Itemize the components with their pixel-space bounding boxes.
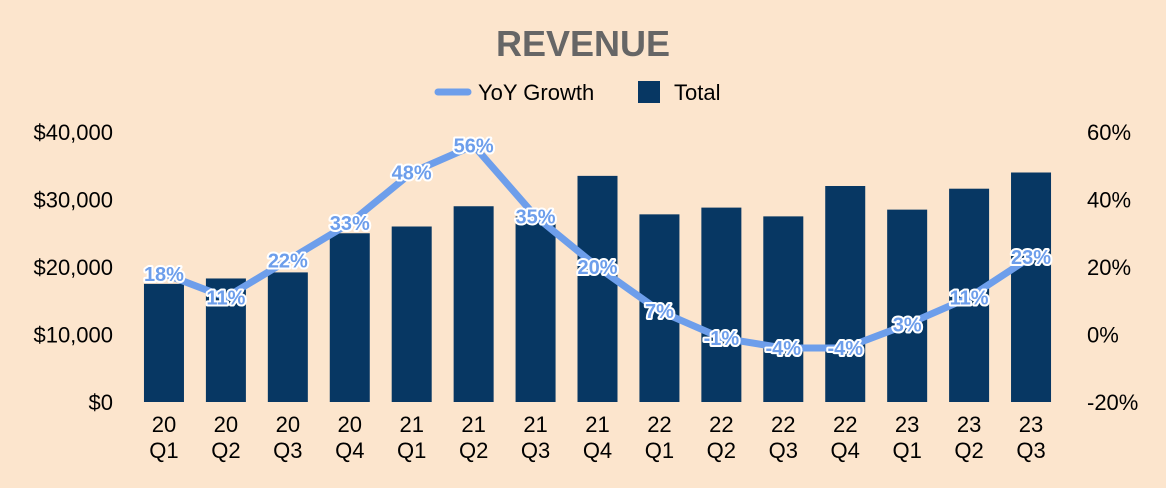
data-label: 22% bbox=[268, 250, 308, 272]
x-axis-categories: 20 Q1 20 Q2 20 Q3 20 Q4 21 Q1 21 Q2 21 Q3 21 Q4 22 Q1 22 Q2… bbox=[149, 412, 1045, 463]
category-label: 20 Q3 bbox=[273, 412, 302, 463]
right-tick-label: 0% bbox=[1087, 323, 1119, 348]
data-label: 3% bbox=[893, 314, 922, 336]
category-label: 21 Q2 bbox=[459, 412, 488, 463]
category-label: 23 Q3 bbox=[1016, 412, 1045, 463]
category-label: 21 Q4 bbox=[583, 412, 612, 463]
bar-series-total bbox=[143, 172, 1052, 402]
legend-label-yoy-growth: YoY Growth bbox=[478, 80, 594, 105]
left-tick-label: $40,000 bbox=[33, 120, 113, 145]
bar bbox=[701, 207, 742, 402]
category-label: 20 Q1 bbox=[149, 412, 178, 463]
category-label: 23 Q1 bbox=[892, 412, 921, 463]
right-tick-label: 20% bbox=[1087, 255, 1131, 280]
category-label: 23 Q2 bbox=[954, 412, 983, 463]
legend-label-total: Total bbox=[674, 80, 720, 105]
left-tick-label: $20,000 bbox=[33, 255, 113, 280]
left-tick-label: $0 bbox=[89, 390, 113, 415]
legend: YoY Growth Total bbox=[434, 80, 720, 105]
line-series-yoy-growth bbox=[160, 142, 1035, 352]
data-label: -1% bbox=[704, 328, 740, 350]
left-tick-label: $10,000 bbox=[33, 323, 113, 348]
data-label: 48% bbox=[392, 163, 432, 185]
category-label: 22 Q3 bbox=[769, 412, 798, 463]
right-tick-label: -20% bbox=[1087, 390, 1138, 415]
data-label: 11% bbox=[206, 287, 245, 309]
bar bbox=[1011, 172, 1052, 402]
data-label: -4% bbox=[827, 338, 863, 360]
category-label: 20 Q2 bbox=[211, 412, 240, 463]
right-tick-label: 40% bbox=[1087, 188, 1131, 213]
data-label: 33% bbox=[330, 213, 370, 235]
category-label: 22 Q4 bbox=[831, 412, 860, 463]
bar bbox=[267, 272, 308, 402]
data-labels: 18% 11% 22% 33% 48% 56% 35% 20% 7% -1% -4% -4% 3% 11%… bbox=[142, 134, 1053, 363]
right-tick-label: 60% bbox=[1087, 120, 1131, 145]
data-label: -4% bbox=[766, 338, 802, 360]
left-tick-label: $30,000 bbox=[33, 188, 113, 213]
data-label: 56% bbox=[454, 136, 494, 158]
data-label: 18% bbox=[144, 264, 184, 286]
legend-bar-swatch bbox=[638, 81, 660, 103]
category-label: 22 Q1 bbox=[645, 412, 674, 463]
data-label: 11% bbox=[950, 287, 989, 309]
bar bbox=[577, 175, 618, 402]
category-label: 21 Q3 bbox=[521, 412, 550, 463]
bar bbox=[143, 283, 184, 402]
category-label: 22 Q2 bbox=[707, 412, 736, 463]
data-label: 35% bbox=[516, 206, 556, 228]
left-axis: $0 $10,000 $20,000 $30,000 $40,000 bbox=[33, 120, 113, 415]
bar bbox=[763, 216, 804, 402]
data-label: 7% bbox=[645, 301, 674, 323]
bar bbox=[329, 233, 370, 402]
bar bbox=[453, 206, 494, 402]
bar bbox=[825, 186, 866, 402]
data-label: 23% bbox=[1011, 247, 1051, 269]
data-label: 20% bbox=[577, 257, 617, 279]
category-label: 20 Q4 bbox=[335, 412, 364, 463]
category-label: 21 Q1 bbox=[397, 412, 426, 463]
bar bbox=[887, 209, 928, 402]
bar bbox=[391, 226, 432, 402]
right-axis: -20% 0% 20% 40% 60% bbox=[1087, 120, 1138, 415]
bar bbox=[515, 216, 556, 402]
chart-title: REVENUE bbox=[496, 23, 670, 64]
yoy-growth-line bbox=[160, 142, 1035, 352]
